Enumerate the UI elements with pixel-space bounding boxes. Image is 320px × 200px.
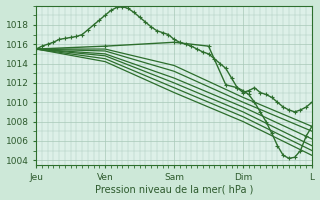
X-axis label: Pression niveau de la mer( hPa ): Pression niveau de la mer( hPa ) (95, 184, 253, 194)
